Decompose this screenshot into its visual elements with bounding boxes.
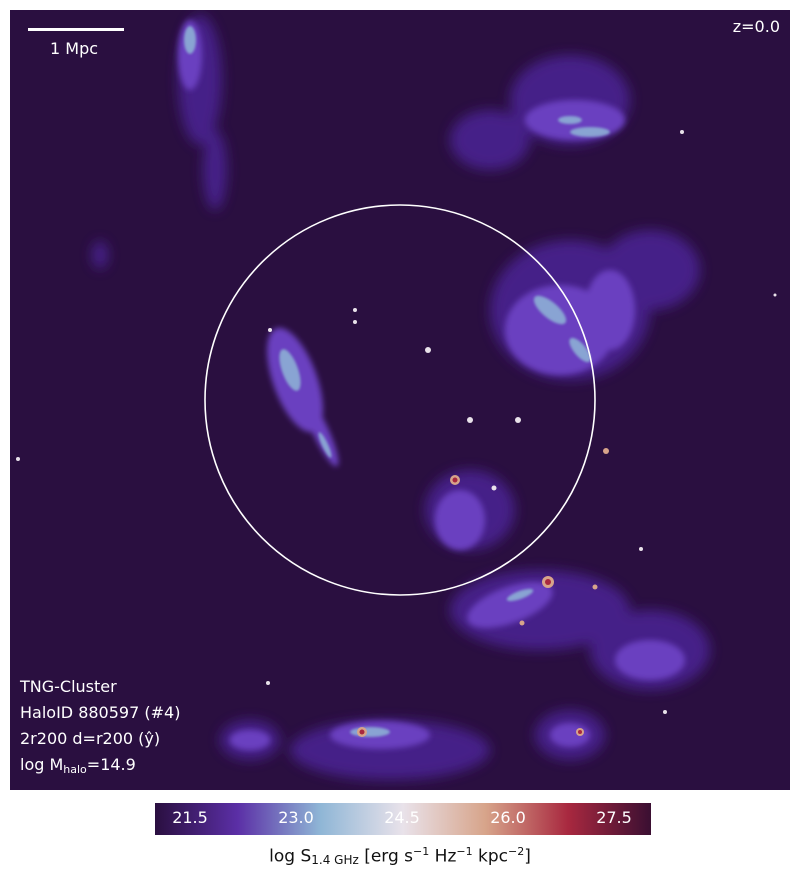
simulation-label: TNG-Cluster bbox=[20, 677, 117, 696]
projection-label: 2r200 d=r200 (ŷ) bbox=[20, 729, 161, 748]
scale-bar-label: 1 Mpc bbox=[50, 39, 99, 58]
r200-circle bbox=[204, 204, 596, 596]
scale-bar bbox=[28, 28, 124, 31]
colorbar-tick: 24.5 bbox=[384, 808, 420, 827]
colorbar-tick: 21.5 bbox=[172, 808, 208, 827]
halo-id-label: HaloID 880597 (#4) bbox=[20, 703, 181, 722]
radio-emission-map: 1 Mpc z=0.0 TNG-Cluster HaloID 880597 (#… bbox=[10, 10, 790, 790]
colorbar-tick: 26.0 bbox=[490, 808, 526, 827]
colorbar-tick: 23.0 bbox=[278, 808, 314, 827]
blue-emission bbox=[184, 26, 610, 737]
colorbar-tick: 27.5 bbox=[596, 808, 632, 827]
halo-mass-label: log Mhalo=14.9 bbox=[20, 755, 136, 777]
emission-structures bbox=[16, 15, 777, 780]
redshift-label: z=0.0 bbox=[732, 17, 780, 36]
colorbar-label: log S1.4 GHz [erg s−1 Hz−1 kpc−2] bbox=[269, 845, 531, 867]
colorbar bbox=[155, 803, 651, 835]
compact-sources bbox=[16, 130, 777, 737]
